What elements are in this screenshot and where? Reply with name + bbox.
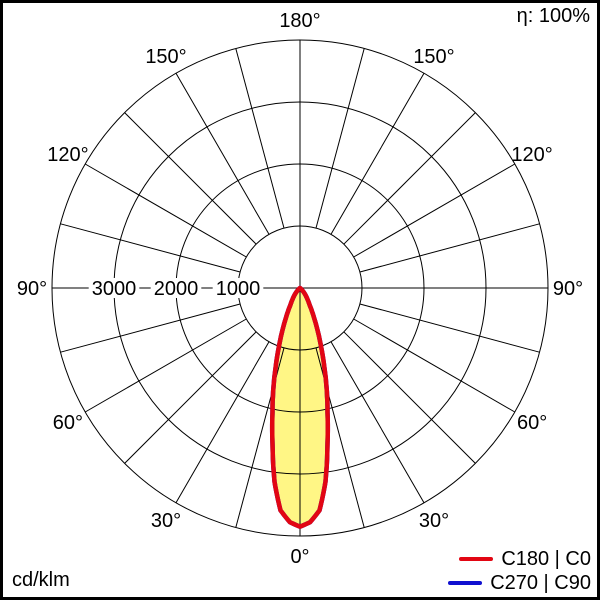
legend-row-c90: C270 | C90: [448, 571, 591, 595]
grid-spoke: [235, 48, 285, 229]
beam-curve: [269, 285, 331, 529]
angle-label: 180°: [279, 10, 320, 32]
ring-label: 1000: [216, 278, 261, 300]
grid-spoke: [330, 341, 425, 504]
legend: C180 | C0 C270 | C90: [448, 547, 591, 595]
grid-spoke: [315, 48, 365, 229]
grid-spoke: [84, 163, 247, 258]
grid-spoke: [359, 303, 540, 353]
efficiency-label: η: 100%: [516, 5, 590, 27]
angle-label: 90°: [553, 278, 583, 300]
grid-spoke: [124, 331, 257, 464]
grid-spoke: [124, 112, 257, 245]
angle-label: 150°: [145, 46, 186, 68]
grid-spoke: [175, 72, 270, 235]
ring-label: 3000: [92, 278, 137, 300]
angle-label: 120°: [511, 144, 552, 166]
legend-row-c0: C180 | C0: [459, 547, 591, 571]
grid-spoke: [359, 223, 540, 273]
grid-spoke: [84, 318, 247, 413]
grid-spoke: [175, 341, 270, 504]
grid-spoke: [343, 112, 476, 245]
ring-label-mask: [212, 278, 264, 298]
angle-label: 60°: [53, 412, 83, 434]
ring-label: 2000: [154, 278, 199, 300]
angle-label: 90°: [17, 278, 47, 300]
grid-spoke: [330, 72, 425, 235]
legend-label-c90: C270 | C90: [490, 571, 591, 594]
grid-spoke: [343, 331, 476, 464]
angle-label: 30°: [419, 510, 449, 532]
angle-label: 30°: [151, 510, 181, 532]
ring-label-mask: [88, 278, 140, 298]
angle-label: 150°: [413, 46, 454, 68]
grid-spoke: [353, 163, 516, 258]
ring-label-mask: [150, 278, 202, 298]
unit-label: cd/klm: [12, 569, 70, 591]
c0-line-swatch: [459, 557, 494, 561]
grid-spoke: [60, 303, 241, 353]
angle-label: 0°: [290, 546, 309, 568]
grid-spoke: [353, 318, 516, 413]
legend-label-c0: C180 | C0: [501, 547, 591, 570]
angle-label: 60°: [517, 412, 547, 434]
c90-line-swatch: [448, 581, 483, 585]
grid-spoke: [60, 223, 241, 273]
angle-label: 120°: [47, 144, 88, 166]
